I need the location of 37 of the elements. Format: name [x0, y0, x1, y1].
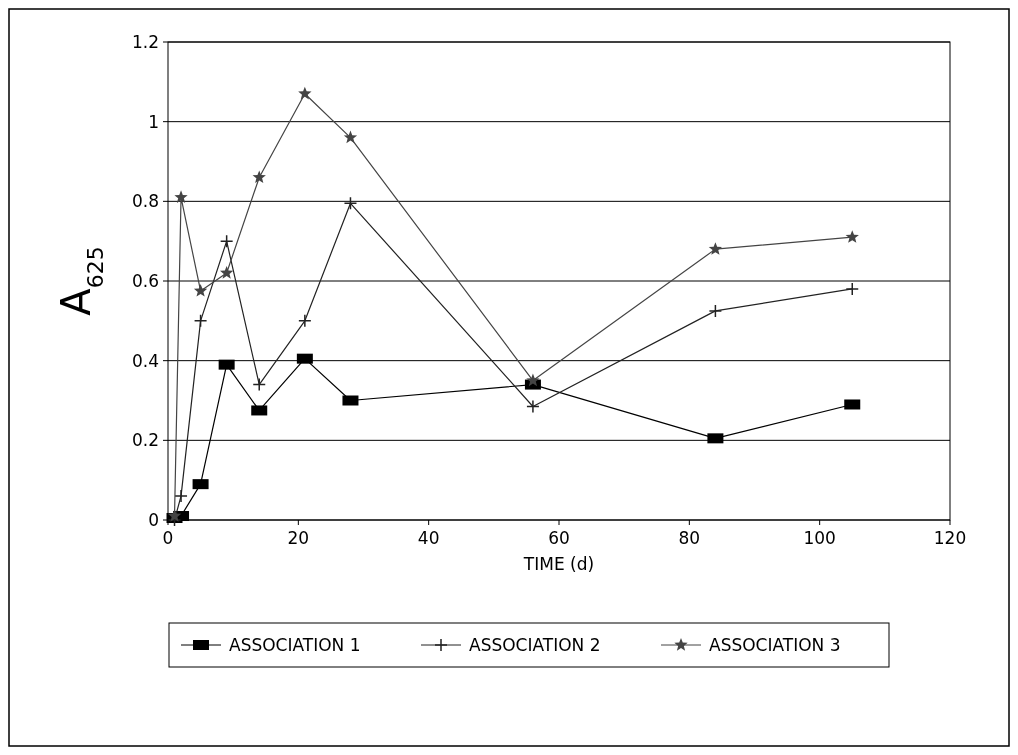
point: [252, 377, 266, 392]
point: [193, 314, 208, 328]
y-tick-label: 0.2: [131, 430, 159, 451]
x-axis-title: TIME (d): [522, 554, 595, 574]
point: [219, 234, 234, 248]
point: [167, 509, 182, 522]
legend-label: ASSOCIATION 1: [229, 635, 361, 655]
point: [708, 242, 723, 255]
y-tick-label: 0.4: [131, 350, 159, 371]
legend-label: ASSOCIATION 3: [709, 635, 841, 655]
point: [219, 266, 234, 279]
point: [298, 314, 312, 328]
point: [845, 230, 859, 243]
point: [526, 373, 540, 387]
y-tick-label: 0: [148, 510, 159, 530]
y-tick-label: 0.8: [131, 191, 159, 212]
point: [174, 190, 188, 204]
x-tick-label: 120: [933, 528, 967, 548]
point: [174, 489, 188, 503]
x-tick-label: 80: [678, 528, 701, 548]
x-tick-label: 40: [417, 528, 440, 548]
x-tick-label: 20: [287, 528, 310, 548]
y-tick-label: 1: [148, 111, 159, 132]
point: [343, 130, 358, 144]
legend-label: ASSOCIATION 2: [469, 635, 601, 655]
point: [252, 170, 266, 184]
x-tick-label: 0: [162, 528, 174, 548]
point: [708, 304, 723, 318]
point: [526, 399, 540, 414]
x-tick-label: 60: [548, 528, 570, 548]
point: [343, 196, 358, 211]
y-tick-label: 0.6: [131, 271, 159, 291]
y-tick-label: 1.2: [131, 32, 159, 52]
point: [298, 86, 312, 100]
point: [845, 282, 859, 296]
point: [193, 283, 208, 297]
x-tick-label: 100: [803, 528, 836, 548]
